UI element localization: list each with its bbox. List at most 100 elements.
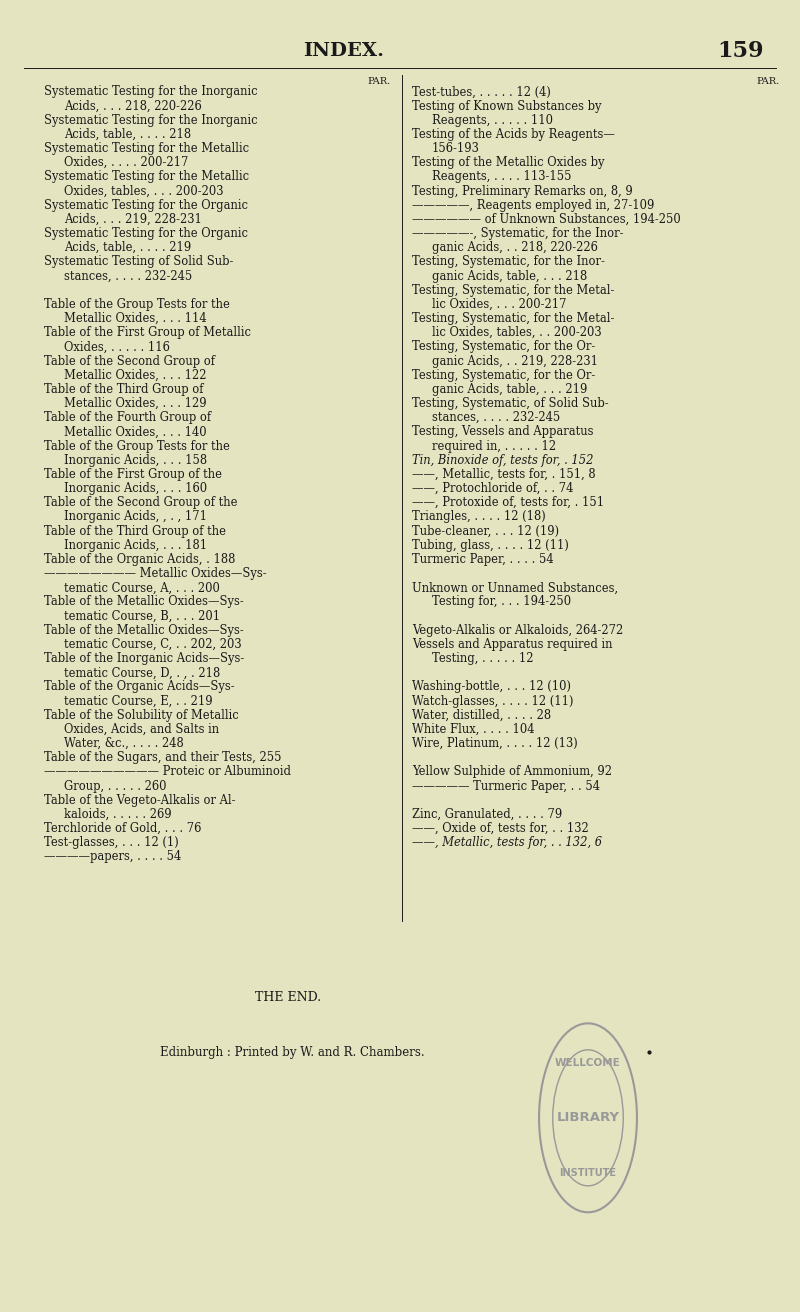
Text: Table of the Second Group of: Table of the Second Group of (44, 354, 215, 367)
Text: Acids, . . . 219, 228-231: Acids, . . . 219, 228-231 (64, 213, 202, 226)
Text: Tube-cleaner, . . . 12 (19): Tube-cleaner, . . . 12 (19) (412, 525, 559, 538)
Text: Testing, Systematic, for the Or-: Testing, Systematic, for the Or- (412, 340, 595, 353)
Text: tematic Course, A, . . . 200: tematic Course, A, . . . 200 (64, 581, 220, 594)
Text: White Flux, . . . . 104: White Flux, . . . . 104 (412, 723, 534, 736)
Text: Testing of the Metallic Oxides by: Testing of the Metallic Oxides by (412, 156, 605, 169)
Text: Testing of the Acids by Reagents—: Testing of the Acids by Reagents— (412, 127, 615, 140)
Text: Table of the First Group of Metallic: Table of the First Group of Metallic (44, 327, 251, 340)
Text: Table of the Sugars, and their Tests, 255: Table of the Sugars, and their Tests, 25… (44, 752, 282, 765)
Text: Group, . . . . . 260: Group, . . . . . 260 (64, 779, 166, 792)
Text: Table of the Group Tests for the: Table of the Group Tests for the (44, 298, 230, 311)
Text: Edinburgh : Printed by W. and R. Chambers.: Edinburgh : Printed by W. and R. Chamber… (160, 1046, 424, 1059)
Text: Vessels and Apparatus required in: Vessels and Apparatus required in (412, 638, 613, 651)
Text: tematic Course, D, . , . 218: tematic Course, D, . , . 218 (64, 666, 220, 680)
Text: lic Oxides, tables, . . 200-203: lic Oxides, tables, . . 200-203 (432, 327, 602, 340)
Text: Table of the Organic Acids, . 188: Table of the Organic Acids, . 188 (44, 552, 235, 565)
Text: ganic Acids, . . 218, 220-226: ganic Acids, . . 218, 220-226 (432, 241, 598, 255)
Text: Water, distilled, . . . . 28: Water, distilled, . . . . 28 (412, 708, 551, 722)
Text: Inorganic Acids, . . . 158: Inorganic Acids, . . . 158 (64, 454, 207, 467)
Text: Oxides, Acids, and Salts in: Oxides, Acids, and Salts in (64, 723, 219, 736)
Text: Acids, table, . . . . 219: Acids, table, . . . . 219 (64, 241, 191, 255)
Text: Testing, . . . . . 12: Testing, . . . . . 12 (432, 652, 534, 665)
Text: Testing for, . . . 194-250: Testing for, . . . 194-250 (432, 596, 571, 609)
Text: Triangles, . . . . 12 (18): Triangles, . . . . 12 (18) (412, 510, 546, 523)
Text: Inorganic Acids, , . , 171: Inorganic Acids, , . , 171 (64, 510, 207, 523)
Text: Systematic Testing for the Inorganic: Systematic Testing for the Inorganic (44, 85, 258, 98)
Text: LIBRARY: LIBRARY (557, 1111, 619, 1124)
Text: Turmeric Paper, . . . . 54: Turmeric Paper, . . . . 54 (412, 552, 554, 565)
Text: Metallic Oxides, . . . 129: Metallic Oxides, . . . 129 (64, 398, 206, 411)
Text: Oxides, . . . . . 116: Oxides, . . . . . 116 (64, 340, 170, 353)
Text: ———————— Metallic Oxides—Sys-: ———————— Metallic Oxides—Sys- (44, 567, 266, 580)
Text: Tin, Binoxide of, tests for, . 152: Tin, Binoxide of, tests for, . 152 (412, 454, 594, 467)
Text: Inorganic Acids, . . . 160: Inorganic Acids, . . . 160 (64, 482, 207, 495)
Text: Reagents, . . . . 113-155: Reagents, . . . . 113-155 (432, 171, 571, 184)
Text: Systematic Testing for the Metallic: Systematic Testing for the Metallic (44, 142, 249, 155)
Text: Testing, Systematic, for the Metal-: Testing, Systematic, for the Metal- (412, 283, 614, 297)
Text: Systematic Testing for the Organic: Systematic Testing for the Organic (44, 198, 248, 211)
Text: Testing, Vessels and Apparatus: Testing, Vessels and Apparatus (412, 425, 594, 438)
Text: Acids, . . . 218, 220-226: Acids, . . . 218, 220-226 (64, 100, 202, 113)
Text: THE END.: THE END. (255, 991, 321, 1004)
Text: Systematic Testing of Solid Sub-: Systematic Testing of Solid Sub- (44, 256, 234, 269)
Text: Testing, Systematic, for the Inor-: Testing, Systematic, for the Inor- (412, 256, 605, 269)
Text: Table of the Group Tests for the: Table of the Group Tests for the (44, 440, 230, 453)
Text: Table of the Third Group of: Table of the Third Group of (44, 383, 203, 396)
Text: ganic Acids, table, . . . 219: ganic Acids, table, . . . 219 (432, 383, 587, 396)
Text: ——, Protoxide of, tests for, . 151: ——, Protoxide of, tests for, . 151 (412, 496, 604, 509)
Text: Table of the Third Group of the: Table of the Third Group of the (44, 525, 226, 538)
Text: tematic Course, C, . . 202, 203: tematic Course, C, . . 202, 203 (64, 638, 242, 651)
Text: Metallic Oxides, . . . 114: Metallic Oxides, . . . 114 (64, 312, 206, 325)
Text: Washing-bottle, . . . 12 (10): Washing-bottle, . . . 12 (10) (412, 681, 571, 694)
Text: Testing, Preliminary Remarks on, 8, 9: Testing, Preliminary Remarks on, 8, 9 (412, 185, 633, 198)
Text: Wire, Platinum, . . . . 12 (13): Wire, Platinum, . . . . 12 (13) (412, 737, 578, 750)
Text: lic Oxides, . . . 200-217: lic Oxides, . . . 200-217 (432, 298, 566, 311)
Text: tematic Course, E, . . 219: tematic Course, E, . . 219 (64, 694, 213, 707)
Text: ————papers, . . . . 54: ————papers, . . . . 54 (44, 850, 182, 863)
Text: —————, Reagents employed in, 27-109: —————, Reagents employed in, 27-109 (412, 198, 654, 211)
Text: ————— Turmeric Paper, . . 54: ————— Turmeric Paper, . . 54 (412, 779, 600, 792)
Text: Table of the First Group of the: Table of the First Group of the (44, 468, 222, 482)
Text: Zinc, Granulated, . . . . 79: Zinc, Granulated, . . . . 79 (412, 808, 562, 821)
Text: ganic Acids, table, . . . 218: ganic Acids, table, . . . 218 (432, 269, 587, 282)
Text: PAR.: PAR. (367, 77, 390, 85)
Text: required in, . . . . . 12: required in, . . . . . 12 (432, 440, 556, 453)
Text: Testing, Systematic, for the Or-: Testing, Systematic, for the Or- (412, 369, 595, 382)
Text: —————— of Unknown Substances, 194-250: —————— of Unknown Substances, 194-250 (412, 213, 681, 226)
Text: Test-tubes, . . . . . 12 (4): Test-tubes, . . . . . 12 (4) (412, 85, 551, 98)
Text: INSTITUTE: INSTITUTE (559, 1168, 617, 1178)
Text: stances, . . . . 232-245: stances, . . . . 232-245 (432, 411, 560, 424)
Text: Table of the Fourth Group of: Table of the Fourth Group of (44, 411, 211, 424)
Text: Testing, Systematic, for the Metal-: Testing, Systematic, for the Metal- (412, 312, 614, 325)
Text: —————————— Proteic or Albuminoid: —————————— Proteic or Albuminoid (44, 765, 291, 778)
Text: Testing, Systematic, of Solid Sub-: Testing, Systematic, of Solid Sub- (412, 398, 609, 411)
Text: Tubing, glass, . . . . 12 (11): Tubing, glass, . . . . 12 (11) (412, 539, 569, 552)
Text: Table of the Solubility of Metallic: Table of the Solubility of Metallic (44, 708, 238, 722)
Text: WELLCOME: WELLCOME (555, 1057, 621, 1068)
Text: Unknown or Unnamed Substances,: Unknown or Unnamed Substances, (412, 581, 618, 594)
Text: Table of the Organic Acids—Sys-: Table of the Organic Acids—Sys- (44, 681, 234, 694)
Text: Systematic Testing for the Inorganic: Systematic Testing for the Inorganic (44, 114, 258, 127)
Text: Oxides, . . . . 200-217: Oxides, . . . . 200-217 (64, 156, 188, 169)
Text: Acids, table, . . . . 218: Acids, table, . . . . 218 (64, 127, 191, 140)
Text: Test-glasses, . . . 12 (1): Test-glasses, . . . 12 (1) (44, 836, 178, 849)
Text: Terchloride of Gold, . . . 76: Terchloride of Gold, . . . 76 (44, 823, 202, 836)
Text: Reagents, . . . . . 110: Reagents, . . . . . 110 (432, 114, 553, 127)
Text: Metallic Oxides, . . . 122: Metallic Oxides, . . . 122 (64, 369, 206, 382)
Text: kaloids, . . . . . 269: kaloids, . . . . . 269 (64, 808, 172, 821)
Text: tematic Course, B, . . . 201: tematic Course, B, . . . 201 (64, 610, 220, 623)
Text: Inorganic Acids, . . . 181: Inorganic Acids, . . . 181 (64, 539, 207, 552)
Text: INDEX.: INDEX. (303, 42, 385, 59)
Text: Table of the Second Group of the: Table of the Second Group of the (44, 496, 238, 509)
Text: Systematic Testing for the Metallic: Systematic Testing for the Metallic (44, 171, 249, 184)
Text: ——, Metallic, tests for, . 151, 8: ——, Metallic, tests for, . 151, 8 (412, 468, 596, 482)
Text: 156-193: 156-193 (432, 142, 480, 155)
Text: Table of the Metallic Oxides—Sys-: Table of the Metallic Oxides—Sys- (44, 623, 244, 636)
Text: Watch-glasses, . . . . 12 (11): Watch-glasses, . . . . 12 (11) (412, 694, 574, 707)
Text: Testing of Known Substances by: Testing of Known Substances by (412, 100, 602, 113)
Text: —————-, Systematic, for the Inor-: —————-, Systematic, for the Inor- (412, 227, 623, 240)
Text: stances, . . . . 232-245: stances, . . . . 232-245 (64, 269, 192, 282)
Text: ——, Oxide of, tests for, . . 132: ——, Oxide of, tests for, . . 132 (412, 823, 589, 836)
Text: Water, &c., . . . . 248: Water, &c., . . . . 248 (64, 737, 184, 750)
Text: Table of the Vegeto-Alkalis or Al-: Table of the Vegeto-Alkalis or Al- (44, 794, 235, 807)
